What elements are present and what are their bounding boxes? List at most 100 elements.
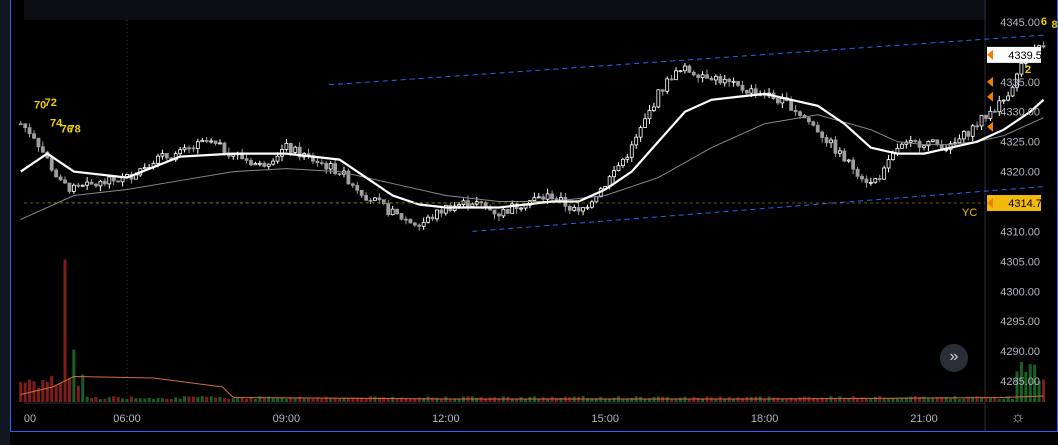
grid [24,0,986,431]
volume-bar [258,396,262,402]
candle-body [262,162,267,167]
candle-body [439,209,444,214]
count-label: 70 [34,100,46,112]
volume-bar [864,398,868,402]
volume-bar [218,396,222,402]
volume-bar [355,397,359,402]
volume-bar [833,398,837,402]
candle-body [736,80,740,86]
candle-body [665,78,670,92]
candle-body [984,114,988,119]
last-price-arrow [987,49,993,60]
volume-bar [957,398,961,402]
volume-bar [860,397,864,402]
volume-bar [678,397,682,402]
volume-bar [869,398,873,402]
candle-body [860,175,864,180]
candle-body [67,182,72,192]
volume-bar [541,397,545,402]
price-tick-label: 4330.00 [1000,107,1040,119]
price-marker-arrow [987,121,993,132]
candle-body [647,110,652,120]
volume-bar [842,398,846,402]
volume-bar [789,397,793,402]
candle-body [71,184,76,192]
candle-body [559,197,563,201]
settings-button[interactable]: ☼ [1008,408,1028,428]
candle-body [275,155,280,162]
candle-body [417,224,422,227]
volume-bar [209,396,213,402]
volume-bar [807,396,811,402]
candle-body [408,218,413,224]
volume-bar [847,398,851,402]
price-tick-label: 4285.00 [1000,376,1040,388]
candle-body [541,196,546,200]
volume-bar [484,398,488,402]
candle-body [116,180,121,183]
candle-body [731,80,736,83]
volume-bar [121,398,125,402]
volume-average-line [20,375,1044,400]
candle-body [40,146,45,153]
volume-bar [891,398,895,402]
volume-bar [811,397,815,402]
volume-bar [324,396,328,402]
volume-bar [28,379,32,402]
volume-bar [45,381,49,402]
volume-bar [457,398,461,402]
candle-body [213,140,218,144]
volume-bar [435,397,439,402]
candle-body [288,142,293,153]
candle-body [895,147,900,154]
volume-bar [240,397,244,402]
candle-body [253,163,258,166]
volume-bar [519,397,523,402]
volume-bar [400,397,404,402]
volume-bar [236,397,240,402]
volume-bar [320,398,324,402]
time-tick-label: 21:00 [910,413,938,425]
time-tick-label: 18:00 [751,413,779,425]
candle-body [594,196,599,203]
candle-body [430,216,435,220]
candle-body [497,213,501,217]
volume-bar [36,387,40,402]
volume-bar [63,259,67,402]
volume-bar [373,396,377,402]
volume-bar [997,398,1001,402]
candle-body [638,127,643,138]
candle-body [421,221,426,227]
left-toolbar[interactable] [0,0,10,445]
candle-body [399,213,404,220]
volume-bar [887,397,891,402]
candle-body [700,74,705,78]
scroll-right-button[interactable]: » [940,344,968,372]
volume-bar [245,398,249,402]
volume-bar [568,397,572,402]
volume-bar [1019,361,1023,402]
volume-bar [302,398,306,402]
volume-bar [253,398,257,402]
candle-body [373,197,377,201]
volume-bar [293,398,297,402]
volume-bar [856,398,860,402]
time-tick-label: 15:00 [591,413,619,425]
volume-bar [214,397,218,402]
volume-bar [351,397,355,402]
volume-bar [909,396,913,402]
candle-body [32,133,36,139]
volume-bar [993,397,997,402]
candle-body [718,76,723,84]
candle-body [337,173,342,175]
candle-body [550,193,554,200]
volume-bar [913,396,917,402]
candle-body [1001,99,1006,102]
candles [18,41,1046,231]
candle-body [328,163,333,170]
count-label: 78 [69,124,81,136]
candle-body [846,159,851,162]
candle-body [244,158,249,161]
candle-body [107,176,112,185]
